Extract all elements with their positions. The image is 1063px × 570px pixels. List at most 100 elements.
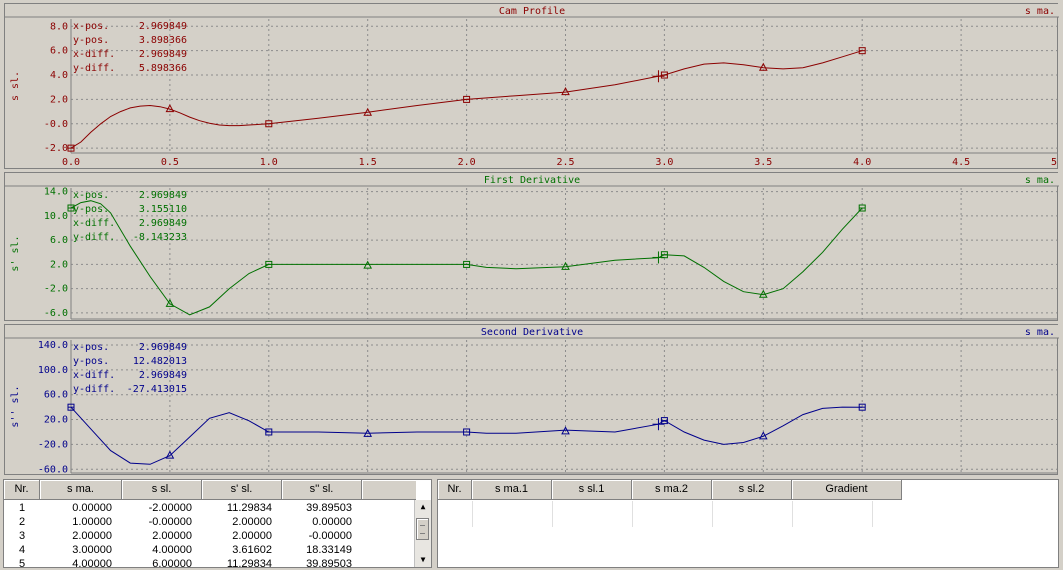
plot-area (71, 188, 1057, 319)
column-header-gradient[interactable]: Gradient (792, 480, 902, 500)
y-axis-label: s'' sl. (10, 385, 21, 427)
plot-area (71, 19, 1057, 153)
second-derivative-chart[interactable]: Second Derivative s ma. 140.0 100.0 60.0 20.0… (5, 325, 1059, 476)
readout-value: 3.155110 (139, 204, 187, 215)
table-row[interactable]: 4 3.00000 4.00000 3.61602 18.33149 (4, 543, 362, 557)
y-tick-label: -20.0 (38, 439, 68, 450)
cell-s2-sl: 18.33149 (306, 544, 352, 556)
cell-s1-sl: 2.00000 (232, 516, 272, 528)
cell-nr: 2 (18, 516, 26, 528)
column-header-s-ma[interactable]: s ma. (40, 480, 122, 500)
x-tick-label: 4.5 (952, 157, 970, 168)
cell-s1-sl: 3.61602 (232, 544, 272, 556)
table-row[interactable]: 1 0.00000 -2.00000 11.29834 39.89503 (4, 501, 362, 515)
table-row[interactable]: 3 2.00000 2.00000 2.00000 -0.00000 (4, 529, 362, 543)
column-header-nr[interactable]: Nr. (438, 480, 472, 500)
chart-panel-cam: Cam Profile s ma. 8.0 6.0 4.0 2.0 -0.0 -2.0 s sl… (4, 3, 1059, 170)
readout-value: 5.898366 (139, 63, 187, 74)
x-tick-label: 0.0 (62, 157, 80, 168)
cell-s2-sl: 0.00000 (312, 516, 352, 528)
chart-title-bar (5, 173, 1059, 186)
gradient-table-empty-row (438, 501, 902, 527)
y-tick-label: 4.0 (50, 70, 68, 81)
x-tick-label: 4.0 (853, 157, 871, 168)
first-derivative-chart[interactable]: First Derivative s ma. 14.0 10.0 6.0 2.0 -2.0 -… (5, 173, 1059, 322)
chart-title: First Derivative (484, 175, 580, 186)
cell-s-ma: 3.00000 (72, 544, 112, 556)
column-header-s-ma2[interactable]: s ma.2 (632, 480, 712, 500)
mid-point-marker (758, 431, 768, 440)
readout-label: y-pos. (73, 35, 109, 46)
readout-value: 2.969849 (139, 370, 187, 381)
mid-point-marker (363, 428, 373, 437)
column-header-s1-sl[interactable]: s' sl. (202, 480, 282, 500)
points-table-scrollbar[interactable]: ▲ ▼ (414, 500, 431, 567)
mid-point-marker (561, 87, 570, 96)
y-tick-label: 8.0 (50, 21, 68, 32)
x-tick-label: 0.5 (161, 157, 179, 168)
mid-point-marker (758, 62, 768, 71)
y-tick-label: 20.0 (44, 415, 68, 426)
cell-s2-sl: -0.00000 (308, 530, 352, 542)
cell-s-ma: 0.00000 (72, 502, 112, 514)
cell-nr: 1 (18, 502, 26, 514)
chart-title-bar (5, 4, 1059, 17)
mid-point-marker (165, 104, 175, 113)
y-tick-label: -2.0 (44, 284, 68, 295)
cell-s1-sl: 11.29834 (226, 502, 272, 514)
column-header-s-sl2[interactable]: s sl.2 (712, 480, 792, 500)
readout-label: y-pos. (73, 356, 109, 367)
readout-label: x-pos. (73, 21, 109, 32)
gradient-table: Nr. s ma.1 s sl.1 s ma.2 s sl.2 Gradient (437, 479, 1059, 568)
points-table-body: 1 0.00000 -2.00000 11.29834 39.89503 2 1… (4, 501, 362, 568)
scroll-up-icon[interactable]: ▲ (420, 502, 426, 511)
mid-point-marker (165, 298, 175, 307)
readout-label: y-pos. (73, 204, 109, 215)
points-table: Nr. s ma. s sl. s' sl. s'' sl. 1 0.00000… (3, 479, 432, 568)
y-axis-label: s sl. (10, 71, 21, 101)
readout-label: x-diff. (73, 49, 115, 60)
cell-s-sl: -0.00000 (148, 516, 192, 528)
gradient-table-header: Nr. s ma.1 s sl.1 s ma.2 s sl.2 Gradient (438, 480, 902, 500)
series-curve (70, 50, 863, 149)
series-curve (70, 406, 863, 465)
cell-s-sl: 4.00000 (152, 544, 192, 556)
readout-label: x-pos. (73, 190, 109, 201)
scroll-thumb[interactable] (416, 518, 429, 540)
column-header-s-ma1[interactable]: s ma.1 (472, 480, 552, 500)
cell-s-ma: 4.00000 (72, 558, 112, 568)
readout-value: 3.898366 (139, 35, 187, 46)
y-tick-label: 100.0 (38, 365, 68, 376)
column-header-s-sl[interactable]: s sl. (122, 480, 202, 500)
readout-value: 2.969849 (139, 49, 187, 60)
scroll-down-icon[interactable]: ▼ (420, 555, 426, 564)
y-tick-label: 2.0 (50, 259, 68, 270)
table-row[interactable]: 5 4.00000 6.00000 11.29834 39.89503 (4, 557, 362, 568)
column-header-s2-sl[interactable]: s'' sl. (282, 480, 362, 500)
x-tick-label: 3.5 (754, 157, 772, 168)
mid-point-marker (561, 261, 570, 270)
mid-point-marker (758, 289, 768, 298)
column-header-s-sl1[interactable]: s sl.1 (552, 480, 632, 500)
y-tick-label: -0.0 (44, 119, 68, 130)
y-tick-label: -2.0 (44, 143, 68, 154)
y-tick-label: 10.0 (44, 211, 68, 222)
cell-s2-sl: 39.89503 (306, 502, 352, 514)
readout-value: 12.482013 (133, 356, 187, 367)
readout-value: 2.969849 (139, 190, 187, 201)
x-tick-label: 2.5 (556, 157, 574, 168)
y-tick-label: 6.0 (50, 46, 68, 57)
y-tick-label: 2.0 (50, 94, 68, 105)
readout-label: y-diff. (73, 63, 115, 74)
cell-s2-sl: 39.89503 (306, 558, 352, 568)
cam-profile-chart[interactable]: Cam Profile s ma. 8.0 6.0 4.0 2.0 -0.0 -2.0 s sl… (5, 4, 1059, 170)
mid-point-marker (561, 426, 570, 435)
cell-nr: 4 (18, 544, 26, 556)
points-table-header: Nr. s ma. s sl. s' sl. s'' sl. (4, 480, 416, 500)
cell-s-ma: 2.00000 (72, 530, 112, 542)
column-header-nr[interactable]: Nr. (4, 480, 40, 500)
table-row[interactable]: 2 1.00000 -0.00000 2.00000 0.00000 (4, 515, 362, 529)
cell-s-sl: 6.00000 (152, 558, 192, 568)
x-tick-label: 5.0 (1051, 157, 1059, 168)
readout-value: 2.969849 (139, 21, 187, 32)
